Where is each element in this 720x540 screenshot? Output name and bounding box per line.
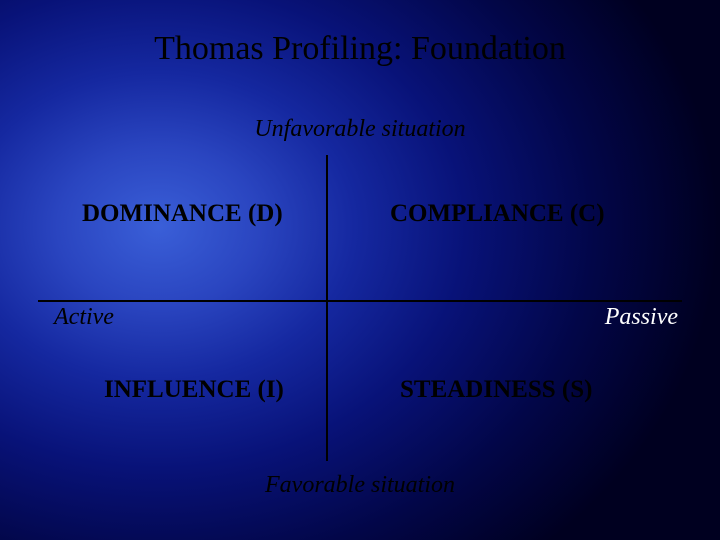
horizontal-divider (38, 300, 682, 302)
axis-label-left: Active (54, 304, 114, 331)
axis-label-bottom: Favorable situation (0, 472, 720, 499)
quadrant-top-left: DOMINANCE (D) (82, 200, 283, 228)
quadrant-top-right: COMPLIANCE (C) (390, 200, 605, 228)
axis-label-top: Unfavorable situation (0, 116, 720, 143)
slide-title: Thomas Profiling: Foundation (0, 30, 720, 68)
quadrant-bottom-left: INFLUENCE (I) (104, 376, 284, 404)
axis-label-right: Passive (605, 304, 678, 331)
vertical-divider (326, 155, 328, 461)
quadrant-bottom-right: STEADINESS (S) (400, 376, 592, 404)
